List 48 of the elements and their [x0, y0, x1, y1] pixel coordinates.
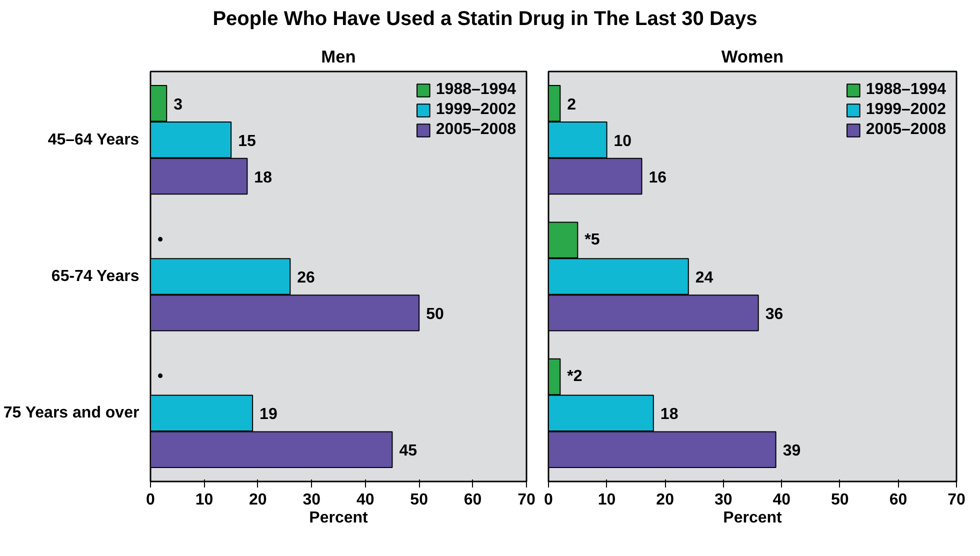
x-tick-label: 50	[410, 491, 428, 508]
legend-label: 2005–2008	[866, 120, 946, 139]
x-tick-label: 30	[714, 491, 732, 508]
x-axis-title: Percent	[309, 509, 369, 526]
data-label: 18	[660, 406, 678, 423]
x-tick-label: 70	[518, 491, 536, 508]
data-label: 3	[174, 96, 183, 113]
x-tick-label: 60	[464, 491, 482, 508]
x-axis-title: Percent	[723, 509, 783, 526]
chart-subtitle: Men	[321, 46, 356, 66]
data-label: 36	[765, 306, 784, 323]
data-label: 19	[260, 406, 278, 423]
data-label: *5	[584, 231, 600, 248]
data-label: 2	[567, 96, 576, 113]
legend-label: 2005–2008	[436, 120, 516, 139]
x-tick-label: 0	[544, 491, 554, 508]
legend-label: 1988–1994	[436, 80, 516, 99]
x-tick-label: 40	[356, 491, 374, 508]
legend-label: 1988–1994	[866, 80, 946, 99]
y-tick-label: 75 Years and over	[3, 404, 140, 422]
legend-label: 1999–2002	[436, 100, 516, 119]
data-label: 26	[297, 269, 316, 286]
data-label: 18	[254, 168, 272, 186]
text: •	[158, 231, 164, 248]
data-label: 45	[399, 442, 418, 460]
x-tick-label: 40	[772, 491, 791, 508]
y-tick-label: 65-74 Years	[51, 268, 140, 285]
data-label: 16	[648, 168, 667, 186]
data-label: 50	[426, 306, 444, 323]
data-label: 15	[238, 132, 256, 150]
x-tick-label: 60	[889, 491, 908, 508]
x-tick-label: 10	[195, 491, 214, 508]
text: •	[158, 368, 164, 385]
x-tick-label: 30	[302, 491, 321, 508]
data-label: 10	[614, 132, 632, 150]
x-tick-label: 0	[146, 491, 156, 508]
data-label: 24	[695, 269, 714, 286]
y-tick-label: 45–64 Years	[48, 130, 140, 148]
x-tick-label: 70	[948, 491, 966, 508]
chart-subtitle: Women	[721, 46, 784, 66]
x-tick-label: 20	[656, 491, 674, 508]
x-tick-label: 10	[598, 491, 616, 508]
x-tick-label: 20	[249, 491, 267, 508]
chart-title: People Who Have Used a Statin Drug in The Last 30 Days	[212, 7, 758, 32]
data-label: 39	[782, 442, 801, 460]
x-tick-label: 50	[831, 491, 849, 508]
data-label: *2	[567, 368, 582, 385]
legend-label: 1999–2002	[866, 100, 946, 119]
